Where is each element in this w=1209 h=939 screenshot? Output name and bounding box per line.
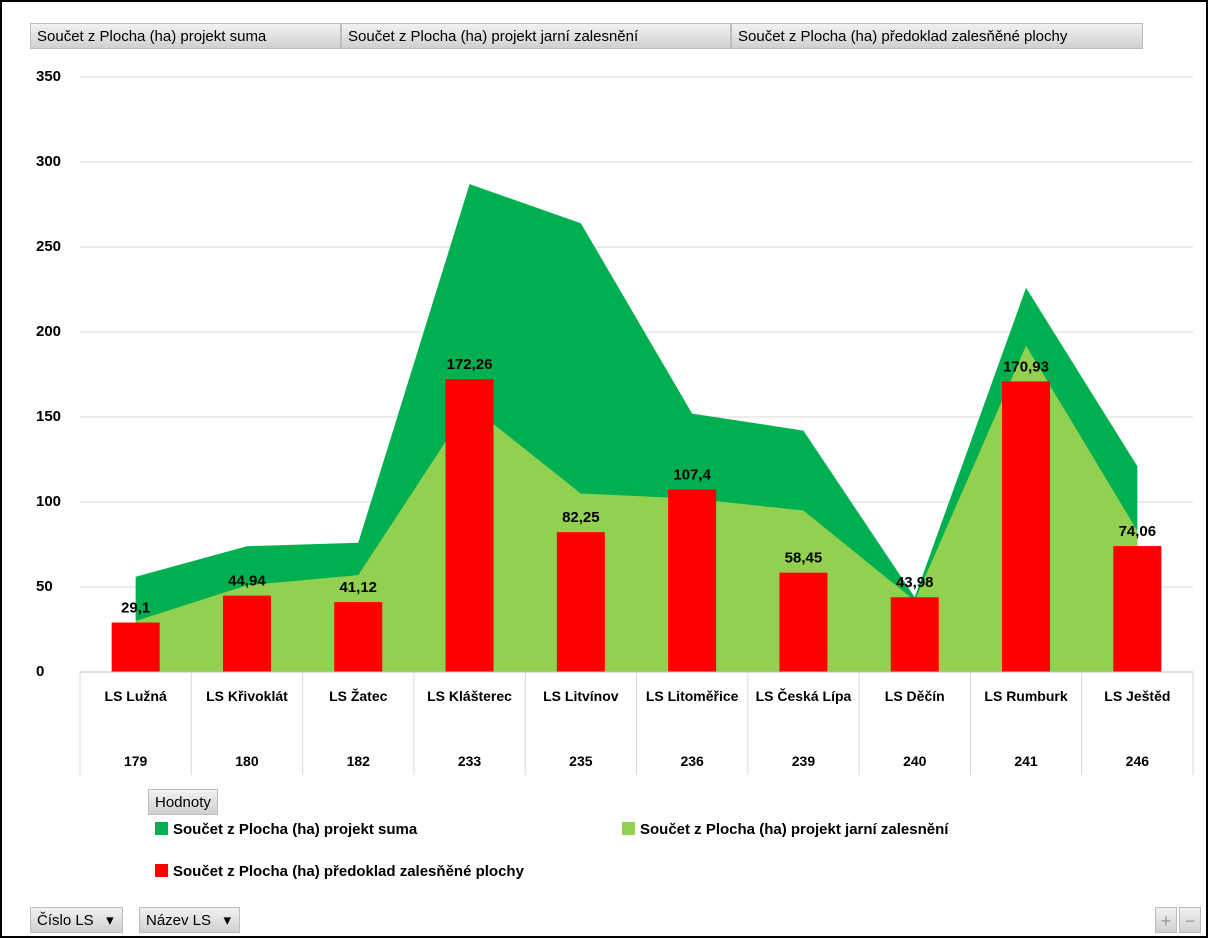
y-tick-label: 0	[36, 663, 44, 680]
button-label: Číslo LS	[37, 912, 94, 929]
legend-swatch	[155, 822, 168, 835]
legend-label: Součet z Plocha (ha) projekt jarní zales…	[640, 821, 949, 838]
category-code: 241	[1014, 753, 1038, 769]
bar	[779, 572, 828, 672]
data-label: 29,1	[121, 599, 150, 616]
x-tick-label: LS Litvínov	[543, 688, 619, 704]
y-tick-label: 100	[36, 493, 61, 510]
dropdown-arrow: ▾	[223, 912, 232, 929]
x-tick-label: LS Rumburk	[984, 688, 1068, 704]
x-tick-label: LS Žatec	[329, 688, 388, 704]
category-code: 233	[457, 753, 482, 769]
category-code: 236	[680, 753, 704, 769]
button-label: Název LS	[146, 912, 212, 929]
category-code: 182	[346, 753, 370, 769]
legend-item: Součet z Plocha (ha) předoklad zalesňěné…	[155, 863, 524, 880]
legend-swatch	[155, 864, 168, 877]
y-tick-label: 50	[36, 578, 53, 595]
y-tick-label: 300	[36, 153, 61, 170]
x-tick-label: LS Litoměřice	[645, 688, 739, 704]
x-tick-label: LS Lužná	[104, 688, 167, 704]
area	[135, 345, 1138, 672]
category-code: 235	[569, 753, 593, 769]
zoom-button[interactable]: −	[1179, 907, 1201, 933]
bar	[1002, 381, 1051, 672]
x-tick-label: LS Děčín	[884, 688, 945, 704]
x-tick-label: LS Křivoklát	[206, 688, 288, 704]
data-label: 58,45	[785, 550, 823, 567]
legend-label: Součet z Plocha (ha) předoklad zalesňěné…	[173, 863, 524, 880]
bar	[1113, 546, 1162, 672]
category-code: 180	[235, 753, 259, 769]
data-label: 82,25	[562, 509, 600, 526]
x-tick-label: LS Klášterec	[427, 688, 512, 704]
category-code: 240	[903, 753, 927, 769]
legend-swatch	[622, 822, 635, 835]
series-button[interactable]: Součet z Plocha (ha) projekt jarní zales…	[341, 23, 731, 49]
legend-item: Součet z Plocha (ha) projekt jarní zales…	[622, 821, 948, 838]
y-tick-label: 200	[36, 323, 61, 340]
bar	[111, 622, 160, 672]
series-button[interactable]: Součet z Plocha (ha) předoklad zalesňěné…	[731, 23, 1143, 49]
series-button[interactable]: Součet z Plocha (ha) projekt suma	[30, 23, 341, 49]
x-tick-label: LS Česká Lípa	[755, 688, 852, 704]
data-label: 107,4	[673, 466, 711, 483]
data-label: 43,98	[896, 574, 934, 591]
bar	[668, 489, 717, 672]
data-label: 74,06	[1119, 523, 1157, 540]
dropdown-arrow: ▾	[106, 912, 114, 929]
legend-title[interactable]: Hodnoty	[148, 789, 218, 815]
data-label: 172,26	[447, 356, 493, 373]
category-code: 239	[791, 753, 816, 769]
category-code: 179	[123, 753, 148, 769]
zoom-button[interactable]: +	[1155, 907, 1177, 933]
axis-field-button[interactable]: Číslo LS ▾	[30, 907, 123, 933]
y-tick-label: 350	[36, 68, 61, 85]
bar	[445, 379, 494, 672]
x-tick-label: LS Ještěd	[1104, 688, 1171, 704]
legend-item: Součet z Plocha (ha) projekt suma	[155, 821, 417, 838]
data-label: 41,12	[339, 579, 377, 596]
bar	[556, 532, 605, 672]
y-tick-label: 150	[36, 408, 61, 425]
legend-label: Součet z Plocha (ha) projekt suma	[173, 821, 418, 838]
y-tick-label: 250	[36, 238, 61, 255]
axis-field-button[interactable]: Název LS ▾	[139, 907, 241, 933]
bar	[222, 595, 271, 672]
data-label: 44,94	[228, 573, 266, 590]
bar	[334, 602, 383, 672]
bar	[890, 597, 939, 672]
data-label: 170,93	[1003, 358, 1049, 375]
category-code: 246	[1125, 753, 1150, 769]
